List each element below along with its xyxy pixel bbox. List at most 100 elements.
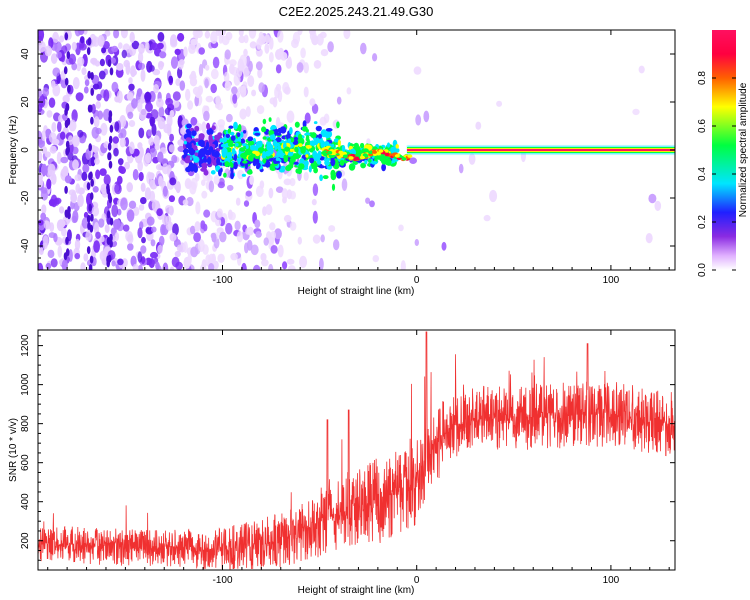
spectrogram-signal-blob bbox=[333, 138, 339, 143]
spectrogram-signal-blob bbox=[242, 143, 247, 147]
spectrogram-streak-blob bbox=[87, 37, 92, 46]
spectrogram-signal-blob bbox=[206, 122, 211, 130]
spectrogram-signal-blob bbox=[207, 156, 212, 165]
spectrogram-noise-blob bbox=[275, 64, 282, 74]
spectrogram-noise-blob bbox=[193, 232, 202, 243]
spectrogram-noise-blob bbox=[369, 200, 375, 208]
spectrogram-signal-blob bbox=[193, 156, 200, 163]
spectrogram-noise-blob bbox=[127, 111, 134, 120]
spectrogram-noise-blob bbox=[97, 81, 103, 90]
spectrogram-signal-blob bbox=[262, 136, 267, 140]
spectrogram-noise-blob bbox=[245, 227, 250, 235]
spectrogram-noise-blob bbox=[275, 83, 282, 92]
spectrogram-noise-blob bbox=[77, 187, 85, 195]
spectrogram-signal-blob bbox=[194, 125, 200, 132]
spectrogram-noise-blob bbox=[145, 41, 150, 52]
spectrogram-signal-blob bbox=[336, 171, 342, 179]
spectrogram-noise-blob bbox=[269, 37, 274, 50]
spectrogram-streak-blob bbox=[107, 192, 112, 201]
spectrogram-noise-blob bbox=[285, 58, 292, 69]
spectrogram-streak-blob bbox=[109, 67, 114, 76]
spectrogram-noise-blob bbox=[311, 103, 319, 115]
spectrogram-noise-blob bbox=[277, 30, 284, 43]
spectrogram-signal-blob bbox=[227, 142, 235, 147]
spectrogram-signal-blob bbox=[268, 130, 275, 135]
spectrogram-noise-blob bbox=[221, 35, 230, 46]
spectrogram-noise-blob bbox=[168, 205, 174, 216]
spectrogram-noise-blob bbox=[274, 228, 282, 240]
spectrogram-noise-blob bbox=[100, 183, 108, 194]
spectrogram-noise-blob bbox=[320, 234, 325, 243]
spectrogram-noise-blob bbox=[81, 171, 88, 181]
spectrogram-noise-blob bbox=[150, 42, 159, 51]
spectrogram-streak-blob bbox=[86, 47, 91, 56]
spectrogram-noise-blob bbox=[111, 204, 119, 218]
spectrogram-noise-blob bbox=[48, 37, 54, 49]
spectrogram-signal-blob bbox=[186, 155, 191, 159]
spectrogram-noise-blob bbox=[48, 97, 56, 108]
spectrogram-signal-blob bbox=[304, 132, 311, 136]
spectrogram-trail-blob bbox=[407, 154, 413, 158]
spectrogram-signal-blob bbox=[240, 131, 244, 138]
spectrogram-noise-blob bbox=[243, 34, 249, 44]
spectrogram-signal-blob bbox=[341, 145, 346, 153]
spectrogram-trail-blob bbox=[368, 150, 374, 155]
spectrogram-noise-blob bbox=[176, 244, 183, 252]
snr-y-ticks bbox=[38, 335, 675, 561]
spectrogram-noise-blob bbox=[210, 31, 218, 44]
spectrogram-signal-blob bbox=[381, 156, 387, 161]
spectrogram-signal-blob bbox=[305, 154, 309, 158]
spectrogram-noise-blob bbox=[169, 266, 175, 270]
spectrogram-signal-blob bbox=[185, 137, 192, 143]
spectrogram-noise-blob bbox=[133, 206, 140, 216]
spectrogram-signal-blob bbox=[330, 173, 337, 181]
spectrogram-noise-blob bbox=[264, 34, 271, 44]
snr-y-tick-label: 1200 bbox=[20, 334, 31, 357]
spectrogram-noise-blob bbox=[117, 175, 123, 185]
spectrogram-noise-blob bbox=[103, 89, 110, 102]
spectrogram-noise-blob bbox=[101, 47, 107, 54]
spectrogram-signal-blob bbox=[262, 154, 267, 159]
spectrogram-noise-blob bbox=[319, 31, 327, 39]
spectrogram-streak-blob bbox=[89, 255, 94, 264]
spectrogram-noise-blob bbox=[409, 157, 417, 164]
spectrogram-noise-blob bbox=[185, 88, 191, 101]
spectrogram-noise-blob bbox=[291, 38, 299, 49]
spectrogram-noise-blob bbox=[366, 138, 371, 146]
spectrogram-noise-blob bbox=[415, 114, 422, 126]
spectrogram-tone-trail bbox=[321, 148, 413, 162]
spectrogram-noise-blob bbox=[203, 209, 211, 218]
spectrogram-noise-blob bbox=[116, 63, 124, 71]
spectrogram-noise-blob bbox=[103, 174, 111, 186]
spectrogram-noise-blob bbox=[258, 31, 264, 40]
spectrogram-signal-blob bbox=[246, 170, 253, 175]
spectrogram-noise-blob bbox=[46, 178, 52, 190]
spectrogram-signal-blob bbox=[287, 138, 291, 143]
spectrogram-noise-blob bbox=[327, 41, 334, 53]
spectrogram-noise-blob bbox=[38, 151, 43, 163]
spectrogram-noise-blob bbox=[188, 43, 196, 54]
spectrogram-noise-blob bbox=[71, 41, 77, 51]
spectrogram-noise-blob bbox=[91, 58, 97, 66]
colorbar-tick-label: 0.6 bbox=[697, 119, 708, 133]
spectrogram-noise-blob bbox=[139, 221, 144, 230]
colorbar-tick-label: 0.8 bbox=[697, 71, 708, 85]
spectrogram-signal-blob bbox=[298, 143, 303, 148]
spectrogram-noise-blob bbox=[219, 231, 227, 243]
spectrogram-noise-blob bbox=[150, 239, 156, 247]
spectrogram-streak-blob bbox=[107, 152, 111, 161]
spectrogram-noise-blob bbox=[224, 49, 231, 60]
spectrogram-noise-blob bbox=[249, 41, 257, 49]
spectrogram-noise-blob bbox=[208, 253, 215, 266]
spectrogram-signal-blob bbox=[249, 140, 255, 146]
spectrogram-x-tick-label: 0 bbox=[414, 275, 420, 286]
spectrogram-signal-blob bbox=[331, 143, 335, 148]
spectrogram-noise-blob bbox=[54, 197, 62, 204]
spectrogram-noise-blob bbox=[248, 30, 257, 39]
spectrogram-trail-blob bbox=[348, 156, 354, 160]
spectrogram-noise-blob bbox=[312, 234, 321, 244]
spectrogram-noise-blob bbox=[74, 30, 82, 37]
spectrogram-streak-blob bbox=[90, 87, 94, 96]
spectrogram-noise-blob bbox=[400, 260, 406, 270]
spectrogram-noise-blob bbox=[61, 259, 68, 270]
